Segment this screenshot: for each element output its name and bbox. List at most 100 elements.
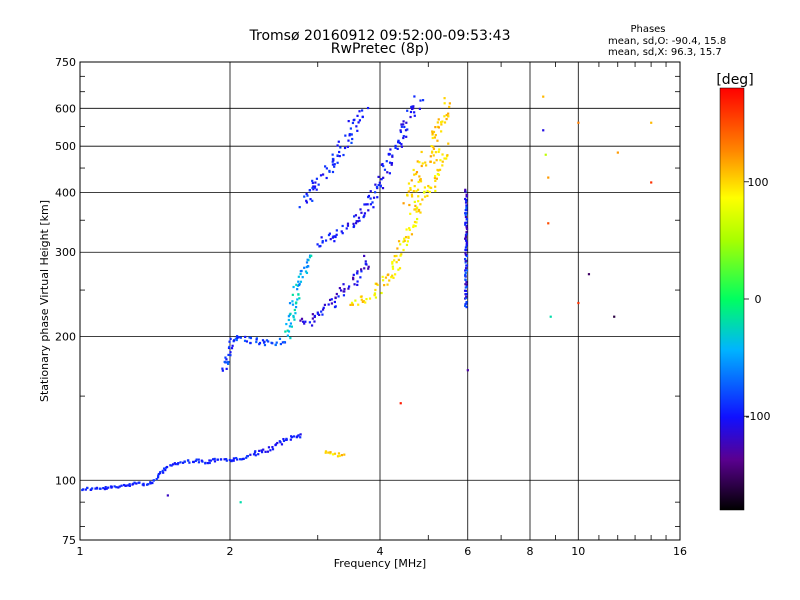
echo-point — [372, 196, 376, 199]
echo-point — [225, 361, 228, 364]
echo-point — [221, 367, 224, 370]
echo-point — [299, 272, 302, 276]
echo-point — [348, 133, 351, 136]
echo-point — [464, 235, 468, 239]
echo-point — [245, 456, 248, 459]
echo-point — [437, 126, 440, 129]
echo-point — [128, 484, 131, 487]
echo-point — [382, 164, 385, 168]
echo-point — [413, 111, 416, 114]
echo-point — [429, 155, 432, 158]
echo-point — [465, 226, 468, 229]
echo-point — [372, 206, 375, 209]
echo-point — [402, 136, 405, 140]
echo-point — [343, 287, 346, 291]
echo-point — [432, 130, 436, 134]
echo-point — [288, 325, 292, 328]
echo-point — [166, 465, 169, 469]
x-axis-label: Frequency [MHz] — [334, 557, 426, 570]
echo-point — [465, 244, 468, 247]
echo-point — [249, 336, 253, 340]
echo-point — [311, 186, 314, 189]
echo-point — [179, 461, 182, 464]
echo-point — [219, 458, 223, 461]
echo-point — [348, 134, 351, 137]
echo-point — [465, 242, 468, 246]
echo-point — [347, 120, 350, 123]
echo-point — [333, 240, 336, 243]
echo-point — [350, 301, 354, 304]
echo-point — [464, 252, 467, 255]
echo-point — [429, 160, 432, 163]
echo-point — [338, 150, 341, 154]
echo-point — [308, 256, 312, 259]
echo-point — [421, 99, 425, 102]
echo-point — [397, 139, 400, 143]
echo-point — [245, 340, 249, 343]
echo-point — [424, 161, 427, 164]
plot-frame — [79, 61, 681, 541]
echo-point — [316, 312, 320, 315]
echo-point — [290, 436, 294, 439]
echo-point — [239, 501, 242, 504]
y-tick-label: 100 — [55, 474, 76, 487]
echo-point — [305, 271, 309, 275]
echo-point — [338, 287, 341, 290]
echo-point — [188, 461, 191, 464]
echo-point — [394, 146, 397, 149]
echo-point — [355, 125, 358, 128]
echo-point — [342, 294, 346, 297]
echo-point — [402, 202, 405, 205]
echo-point — [413, 95, 416, 98]
echo-point — [322, 306, 325, 309]
echo-point — [333, 165, 336, 168]
echo-point — [417, 200, 420, 203]
echo-point — [376, 283, 379, 287]
echo-point — [410, 195, 414, 198]
echo-point — [443, 121, 447, 124]
echo-point — [397, 268, 400, 271]
echo-point — [340, 454, 343, 457]
echo-point — [295, 283, 298, 286]
echo-point — [224, 356, 227, 359]
echo-point — [409, 188, 412, 192]
echo-point — [258, 341, 262, 345]
echo-point — [297, 434, 300, 437]
echo-point — [354, 299, 357, 302]
echo-point — [391, 260, 394, 264]
echo-point — [324, 451, 327, 454]
echo-point — [192, 460, 195, 464]
echo-point — [236, 335, 239, 338]
echo-point — [253, 451, 257, 454]
echo-point — [177, 462, 180, 465]
echo-point — [324, 450, 328, 453]
echo-point — [171, 463, 175, 466]
echo-point — [379, 185, 382, 188]
echo-point — [386, 171, 389, 174]
echo-point — [416, 188, 420, 191]
echo-point — [286, 334, 289, 337]
echo-point — [225, 459, 228, 462]
echo-point — [280, 443, 284, 446]
echo-point — [376, 196, 379, 199]
echo-point — [351, 137, 354, 141]
echo-point — [549, 315, 552, 318]
echo-point — [337, 452, 341, 455]
echo-point — [371, 201, 374, 204]
echo-point — [438, 168, 442, 171]
echo-point — [446, 154, 449, 157]
echo-point — [358, 219, 361, 222]
echo-point — [227, 353, 230, 357]
echo-point — [267, 340, 270, 343]
echo-point — [400, 123, 403, 126]
echo-point — [406, 240, 409, 243]
echo-point — [284, 330, 287, 333]
echo-point — [238, 458, 242, 461]
echo-point — [381, 275, 384, 278]
echo-point — [374, 296, 378, 299]
echo-point — [216, 458, 219, 461]
echo-point — [258, 343, 261, 346]
echo-point — [229, 354, 232, 357]
echo-point — [409, 186, 412, 190]
echo-point — [375, 185, 379, 189]
